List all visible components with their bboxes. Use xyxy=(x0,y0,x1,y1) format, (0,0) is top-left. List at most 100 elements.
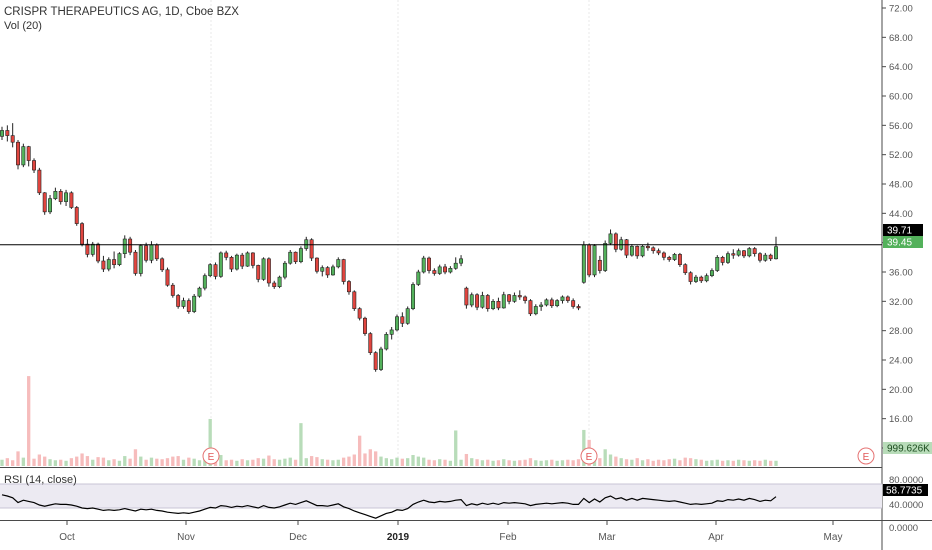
volume-bar xyxy=(235,460,239,466)
candle-body xyxy=(250,252,255,266)
time-tick-label: Oct xyxy=(59,532,75,543)
candle xyxy=(213,262,218,280)
candle xyxy=(10,123,15,148)
candle xyxy=(453,257,458,270)
volume-bar xyxy=(288,457,292,466)
candle-body xyxy=(480,295,485,308)
candle-body xyxy=(587,244,592,276)
earnings-marker-nov[interactable]: E xyxy=(202,447,220,465)
candle xyxy=(539,302,544,311)
candle xyxy=(459,255,464,267)
price-marker-bottom: 39.45 xyxy=(883,236,923,249)
volume-marker: 999.626K xyxy=(883,442,932,455)
candle xyxy=(240,252,245,270)
price-tick-label: 16.00 xyxy=(889,414,913,425)
candle xyxy=(688,271,693,285)
volume-bar xyxy=(390,459,394,466)
volume-bar xyxy=(357,435,362,466)
candle xyxy=(229,255,234,272)
volume-bar xyxy=(144,459,148,466)
time-tick-label: 2019 xyxy=(387,532,410,543)
volume-bar xyxy=(277,459,282,466)
candle xyxy=(224,250,229,261)
candle-body xyxy=(240,254,245,267)
volume-bar xyxy=(507,460,511,466)
rsi-band xyxy=(0,484,882,508)
volume-bar xyxy=(133,449,138,466)
volume-bar xyxy=(747,460,751,466)
volume-bar xyxy=(715,459,719,466)
candle xyxy=(768,253,773,261)
candle xyxy=(21,143,26,168)
candle-body xyxy=(53,191,58,199)
candle-body xyxy=(720,257,725,263)
candle-body xyxy=(683,264,688,274)
candle xyxy=(544,298,549,307)
candle xyxy=(122,235,127,259)
volume-bar xyxy=(704,460,709,466)
candle xyxy=(587,243,592,278)
volume-bar xyxy=(91,459,95,466)
candle xyxy=(288,250,293,265)
candle xyxy=(330,264,335,276)
candle xyxy=(592,244,597,278)
volume-bar xyxy=(256,458,260,466)
candle-body xyxy=(475,294,480,308)
candle xyxy=(752,247,757,257)
candle xyxy=(85,239,90,258)
candle xyxy=(774,236,778,260)
volume-bar xyxy=(624,459,629,466)
earnings-marker-may[interactable]: E xyxy=(857,447,875,465)
volume-bar xyxy=(224,460,228,466)
volume-bar xyxy=(635,458,639,466)
earnings-marker-nov-label: E xyxy=(208,452,215,463)
price-tick-label: 48.00 xyxy=(889,180,913,191)
candle-body xyxy=(731,253,736,256)
candle-body xyxy=(496,301,501,309)
candle-body xyxy=(651,247,656,252)
candle-body xyxy=(640,246,645,257)
volume-bar xyxy=(539,460,543,466)
candle-body xyxy=(58,191,63,202)
candle-body xyxy=(437,266,442,274)
earnings-marker-feb[interactable]: E xyxy=(580,447,598,465)
volume-bar xyxy=(112,459,116,466)
candle xyxy=(480,291,485,309)
volume-bar xyxy=(726,460,730,466)
candle xyxy=(656,248,661,256)
candle xyxy=(352,290,357,311)
candle-body xyxy=(165,269,170,286)
volume-bar xyxy=(742,460,746,466)
candle-body xyxy=(485,295,490,309)
candle-body xyxy=(0,130,4,137)
candle-body xyxy=(229,257,234,270)
volume-bar xyxy=(11,460,15,466)
candle xyxy=(293,251,298,264)
candle xyxy=(192,294,197,314)
candle xyxy=(176,294,181,309)
candle-body xyxy=(96,243,101,262)
candle xyxy=(608,229,613,245)
candle xyxy=(282,261,287,280)
candle-body xyxy=(234,254,239,270)
candle-body xyxy=(304,239,309,249)
candle xyxy=(5,125,10,142)
candle xyxy=(58,189,63,205)
candle xyxy=(170,283,175,298)
candle xyxy=(69,191,74,209)
volume-bar xyxy=(176,456,180,466)
volume-bar xyxy=(406,458,410,466)
candle-body xyxy=(736,250,741,256)
price-tick-label: 56.00 xyxy=(889,121,913,132)
candle-body xyxy=(213,264,218,277)
volume-bar xyxy=(758,460,762,466)
candle xyxy=(416,269,421,286)
volume-bar xyxy=(341,457,346,466)
candle xyxy=(603,240,608,272)
volume-bar xyxy=(0,459,4,466)
candle xyxy=(507,294,512,305)
volume-bar xyxy=(720,460,725,466)
candle-body xyxy=(357,308,362,319)
candle xyxy=(373,351,378,372)
